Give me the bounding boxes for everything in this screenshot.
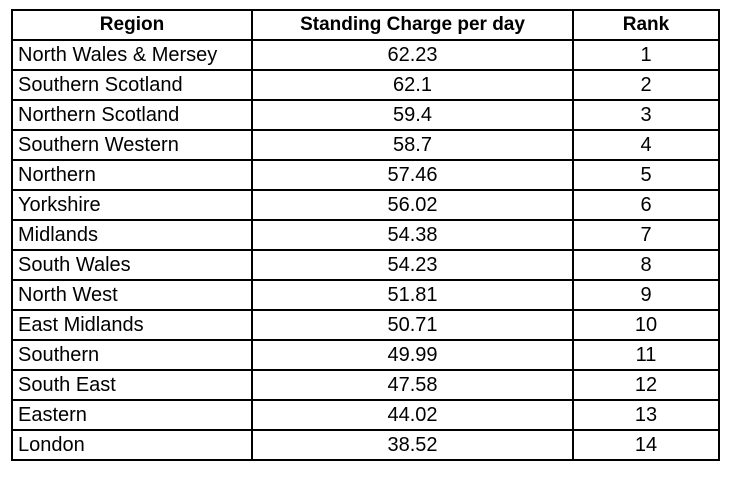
rank-cell: 1 [572, 39, 720, 71]
charge-cell: 51.81 [251, 279, 574, 311]
rank-cell: 7 [572, 219, 720, 251]
region-cell: South East [11, 369, 253, 401]
table-row: North Wales & Mersey 62.23 1 [11, 39, 720, 71]
table-row: South East 47.58 12 [11, 369, 720, 401]
table-row: Northern 57.46 5 [11, 159, 720, 191]
rank-cell: 11 [572, 339, 720, 371]
region-cell: South Wales [11, 249, 253, 281]
charge-cell: 59.4 [251, 99, 574, 131]
table-header: Region Standing Charge per day Rank [11, 9, 720, 41]
rank-cell: 10 [572, 309, 720, 341]
rank-cell: 6 [572, 189, 720, 221]
rank-cell: 2 [572, 69, 720, 101]
table-row: Midlands 54.38 7 [11, 219, 720, 251]
table-row: South Wales 54.23 8 [11, 249, 720, 281]
header-region: Region [11, 9, 253, 41]
header-rank: Rank [572, 9, 720, 41]
charge-cell: 49.99 [251, 339, 574, 371]
rank-cell: 9 [572, 279, 720, 311]
table-row: Southern 49.99 11 [11, 339, 720, 371]
charge-cell: 57.46 [251, 159, 574, 191]
rank-cell: 12 [572, 369, 720, 401]
table-row: Northern Scotland 59.4 3 [11, 99, 720, 131]
region-cell: Northern [11, 159, 253, 191]
charge-cell: 47.58 [251, 369, 574, 401]
charge-cell: 44.02 [251, 399, 574, 431]
region-cell: Midlands [11, 219, 253, 251]
table-body: North Wales & Mersey 62.23 1 Southern Sc… [11, 39, 720, 461]
table-row: London 38.52 14 [11, 429, 720, 461]
region-cell: Southern [11, 339, 253, 371]
charge-cell: 62.1 [251, 69, 574, 101]
charge-cell: 38.52 [251, 429, 574, 461]
rank-cell: 4 [572, 129, 720, 161]
region-cell: Southern Scotland [11, 69, 253, 101]
table-row: Southern Scotland 62.1 2 [11, 69, 720, 101]
charge-cell: 56.02 [251, 189, 574, 221]
rank-cell: 8 [572, 249, 720, 281]
charge-cell: 62.23 [251, 39, 574, 71]
region-cell: Southern Western [11, 129, 253, 161]
table-row: East Midlands 50.71 10 [11, 309, 720, 341]
region-cell: North West [11, 279, 253, 311]
charge-cell: 54.23 [251, 249, 574, 281]
region-cell: North Wales & Mersey [11, 39, 253, 71]
table-row: North West 51.81 9 [11, 279, 720, 311]
table-row: Yorkshire 56.02 6 [11, 189, 720, 221]
header-standing-charge: Standing Charge per day [251, 9, 574, 41]
rank-cell: 5 [572, 159, 720, 191]
table-row: Eastern 44.02 13 [11, 399, 720, 431]
charge-cell: 50.71 [251, 309, 574, 341]
table-row: Southern Western 58.7 4 [11, 129, 720, 161]
region-cell: Eastern [11, 399, 253, 431]
region-cell: London [11, 429, 253, 461]
region-cell: Northern Scotland [11, 99, 253, 131]
region-cell: Yorkshire [11, 189, 253, 221]
region-cell: East Midlands [11, 309, 253, 341]
rank-cell: 3 [572, 99, 720, 131]
header-row: Region Standing Charge per day Rank [11, 9, 720, 41]
charge-cell: 58.7 [251, 129, 574, 161]
charge-cell: 54.38 [251, 219, 574, 251]
rank-cell: 14 [572, 429, 720, 461]
standing-charge-table: Region Standing Charge per day Rank Nort… [11, 9, 720, 461]
rank-cell: 13 [572, 399, 720, 431]
